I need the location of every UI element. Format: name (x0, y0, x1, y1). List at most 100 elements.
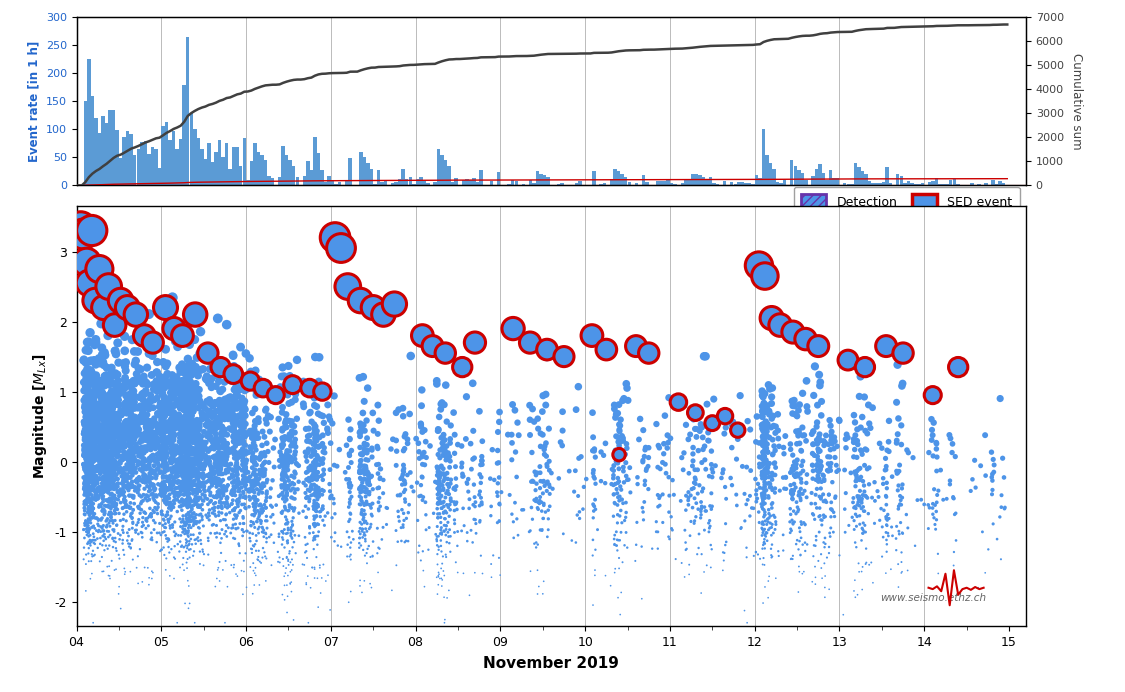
Point (127, 426, 145, 437)
Point (176, 524, 194, 535)
Point (534, 390, 552, 401)
Point (218, 459, 236, 471)
Point (225, 361, 243, 372)
Point (182, 454, 200, 465)
Point (116, 345, 134, 356)
Bar (938, 184, 942, 185)
Point (766, 524, 784, 535)
Point (946, 451, 964, 462)
Point (153, 509, 171, 520)
Point (754, 446, 772, 457)
Point (100, 400, 118, 411)
Point (137, 430, 155, 441)
Point (180, 462, 198, 473)
Point (459, 473, 477, 484)
Point (378, 502, 396, 513)
Point (220, 412, 238, 424)
Point (164, 472, 182, 483)
Point (430, 463, 448, 474)
Point (80, 482, 98, 493)
Point (228, 511, 246, 522)
Point (695, 502, 713, 513)
Point (75, 542, 93, 553)
Point (228, 436, 246, 447)
Point (890, 581, 908, 592)
Point (788, 426, 806, 437)
Point (357, 530, 375, 541)
Point (899, 565, 917, 576)
Point (441, 531, 459, 542)
Point (200, 456, 218, 467)
Point (755, 486, 773, 497)
Point (128, 417, 146, 428)
Point (141, 473, 159, 484)
Point (102, 508, 120, 519)
Point (82, 402, 100, 413)
Point (135, 448, 153, 459)
Point (686, 412, 704, 424)
Point (82, 463, 100, 474)
Point (150, 479, 168, 490)
Point (763, 468, 781, 479)
Point (753, 423, 771, 434)
Point (122, 538, 140, 549)
Point (808, 483, 826, 494)
Point (208, 492, 226, 503)
Point (431, 453, 449, 464)
Point (656, 410, 674, 421)
Text: www.seismo.ethz.ch: www.seismo.ethz.ch (880, 593, 987, 603)
Point (532, 441, 550, 452)
Point (182, 370, 200, 381)
Point (273, 407, 291, 418)
Point (106, 428, 124, 439)
Point (816, 496, 834, 507)
Point (312, 506, 330, 517)
Point (96, 438, 114, 449)
Point (134, 406, 152, 417)
Point (81, 448, 99, 459)
Point (81, 327, 99, 338)
Point (169, 421, 187, 432)
Point (223, 498, 241, 509)
Point (162, 446, 180, 457)
Point (314, 446, 332, 457)
Point (108, 390, 126, 401)
Point (615, 393, 633, 404)
Point (246, 464, 264, 475)
Point (212, 468, 230, 480)
Point (314, 500, 332, 511)
Point (152, 452, 170, 463)
Point (174, 425, 192, 436)
Point (153, 382, 171, 393)
Point (236, 462, 254, 473)
Point (151, 426, 169, 437)
Point (195, 437, 213, 448)
Point (249, 524, 267, 535)
Point (447, 498, 465, 509)
Point (525, 495, 543, 506)
Point (806, 361, 824, 372)
Point (854, 525, 872, 536)
Point (760, 408, 778, 419)
Point (767, 421, 785, 432)
Point (284, 519, 302, 530)
Point (176, 484, 194, 495)
Point (186, 445, 204, 456)
Point (183, 401, 201, 412)
Point (179, 461, 197, 472)
Point (144, 402, 162, 413)
Point (162, 439, 180, 450)
Point (436, 506, 454, 517)
Point (76, 558, 94, 570)
Point (74, 554, 92, 565)
Point (238, 526, 256, 537)
Point (100, 507, 118, 518)
Point (78, 449, 96, 460)
Point (280, 451, 298, 462)
Point (234, 403, 252, 415)
Point (178, 422, 196, 433)
Point (105, 421, 123, 432)
Point (860, 508, 878, 519)
Point (74, 228, 92, 239)
Point (240, 428, 258, 439)
